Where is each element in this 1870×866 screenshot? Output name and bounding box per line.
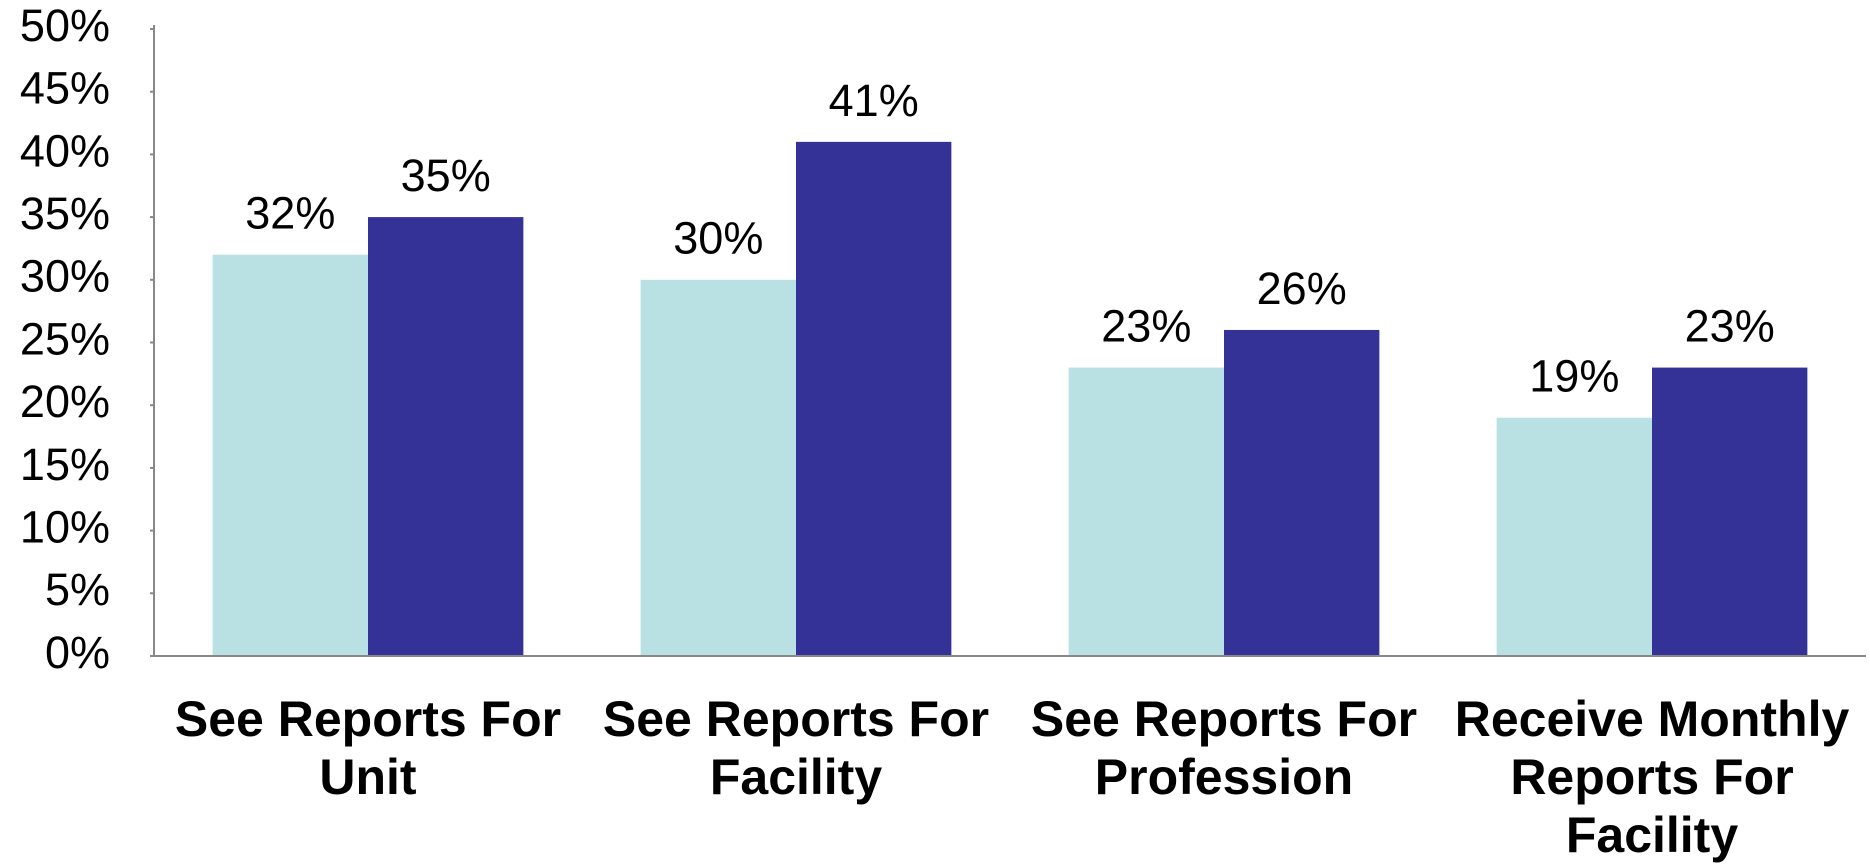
value-label: 23% <box>1685 300 1775 351</box>
y-tick-label: 25% <box>20 313 110 364</box>
y-tick-label: 30% <box>20 251 110 302</box>
y-tick-label: 40% <box>20 125 110 176</box>
value-label: 23% <box>1101 300 1191 351</box>
y-tick-label: 45% <box>20 63 110 114</box>
value-label: 32% <box>245 188 335 239</box>
bar <box>212 254 368 656</box>
y-tick-label: 10% <box>20 501 110 552</box>
y-tick-label: 50% <box>20 0 110 51</box>
value-label: 26% <box>1257 263 1347 314</box>
value-label: 30% <box>673 213 763 264</box>
bar <box>1068 367 1224 656</box>
value-label: 19% <box>1529 351 1619 402</box>
bar <box>1496 417 1652 656</box>
value-label: 41% <box>829 75 919 126</box>
bar <box>368 217 524 656</box>
value-label: 35% <box>401 150 491 201</box>
x-tick-label: See Reports For Profession <box>1030 691 1418 805</box>
y-tick-label: 15% <box>20 439 110 490</box>
y-tick-label: 5% <box>45 564 110 615</box>
y-tick-label: 35% <box>20 188 110 239</box>
x-tick-label: See Reports For Facility <box>602 691 990 805</box>
bar <box>1652 367 1808 656</box>
bar <box>1224 329 1380 656</box>
x-tick-label: Receive Monthly Reports For Facility <box>1454 691 1850 863</box>
y-tick-label: 0% <box>45 627 110 678</box>
bar <box>640 279 796 656</box>
y-tick-label: 20% <box>20 376 110 427</box>
x-tick-label: See Reports For Unit <box>174 691 562 805</box>
bar <box>796 141 952 657</box>
